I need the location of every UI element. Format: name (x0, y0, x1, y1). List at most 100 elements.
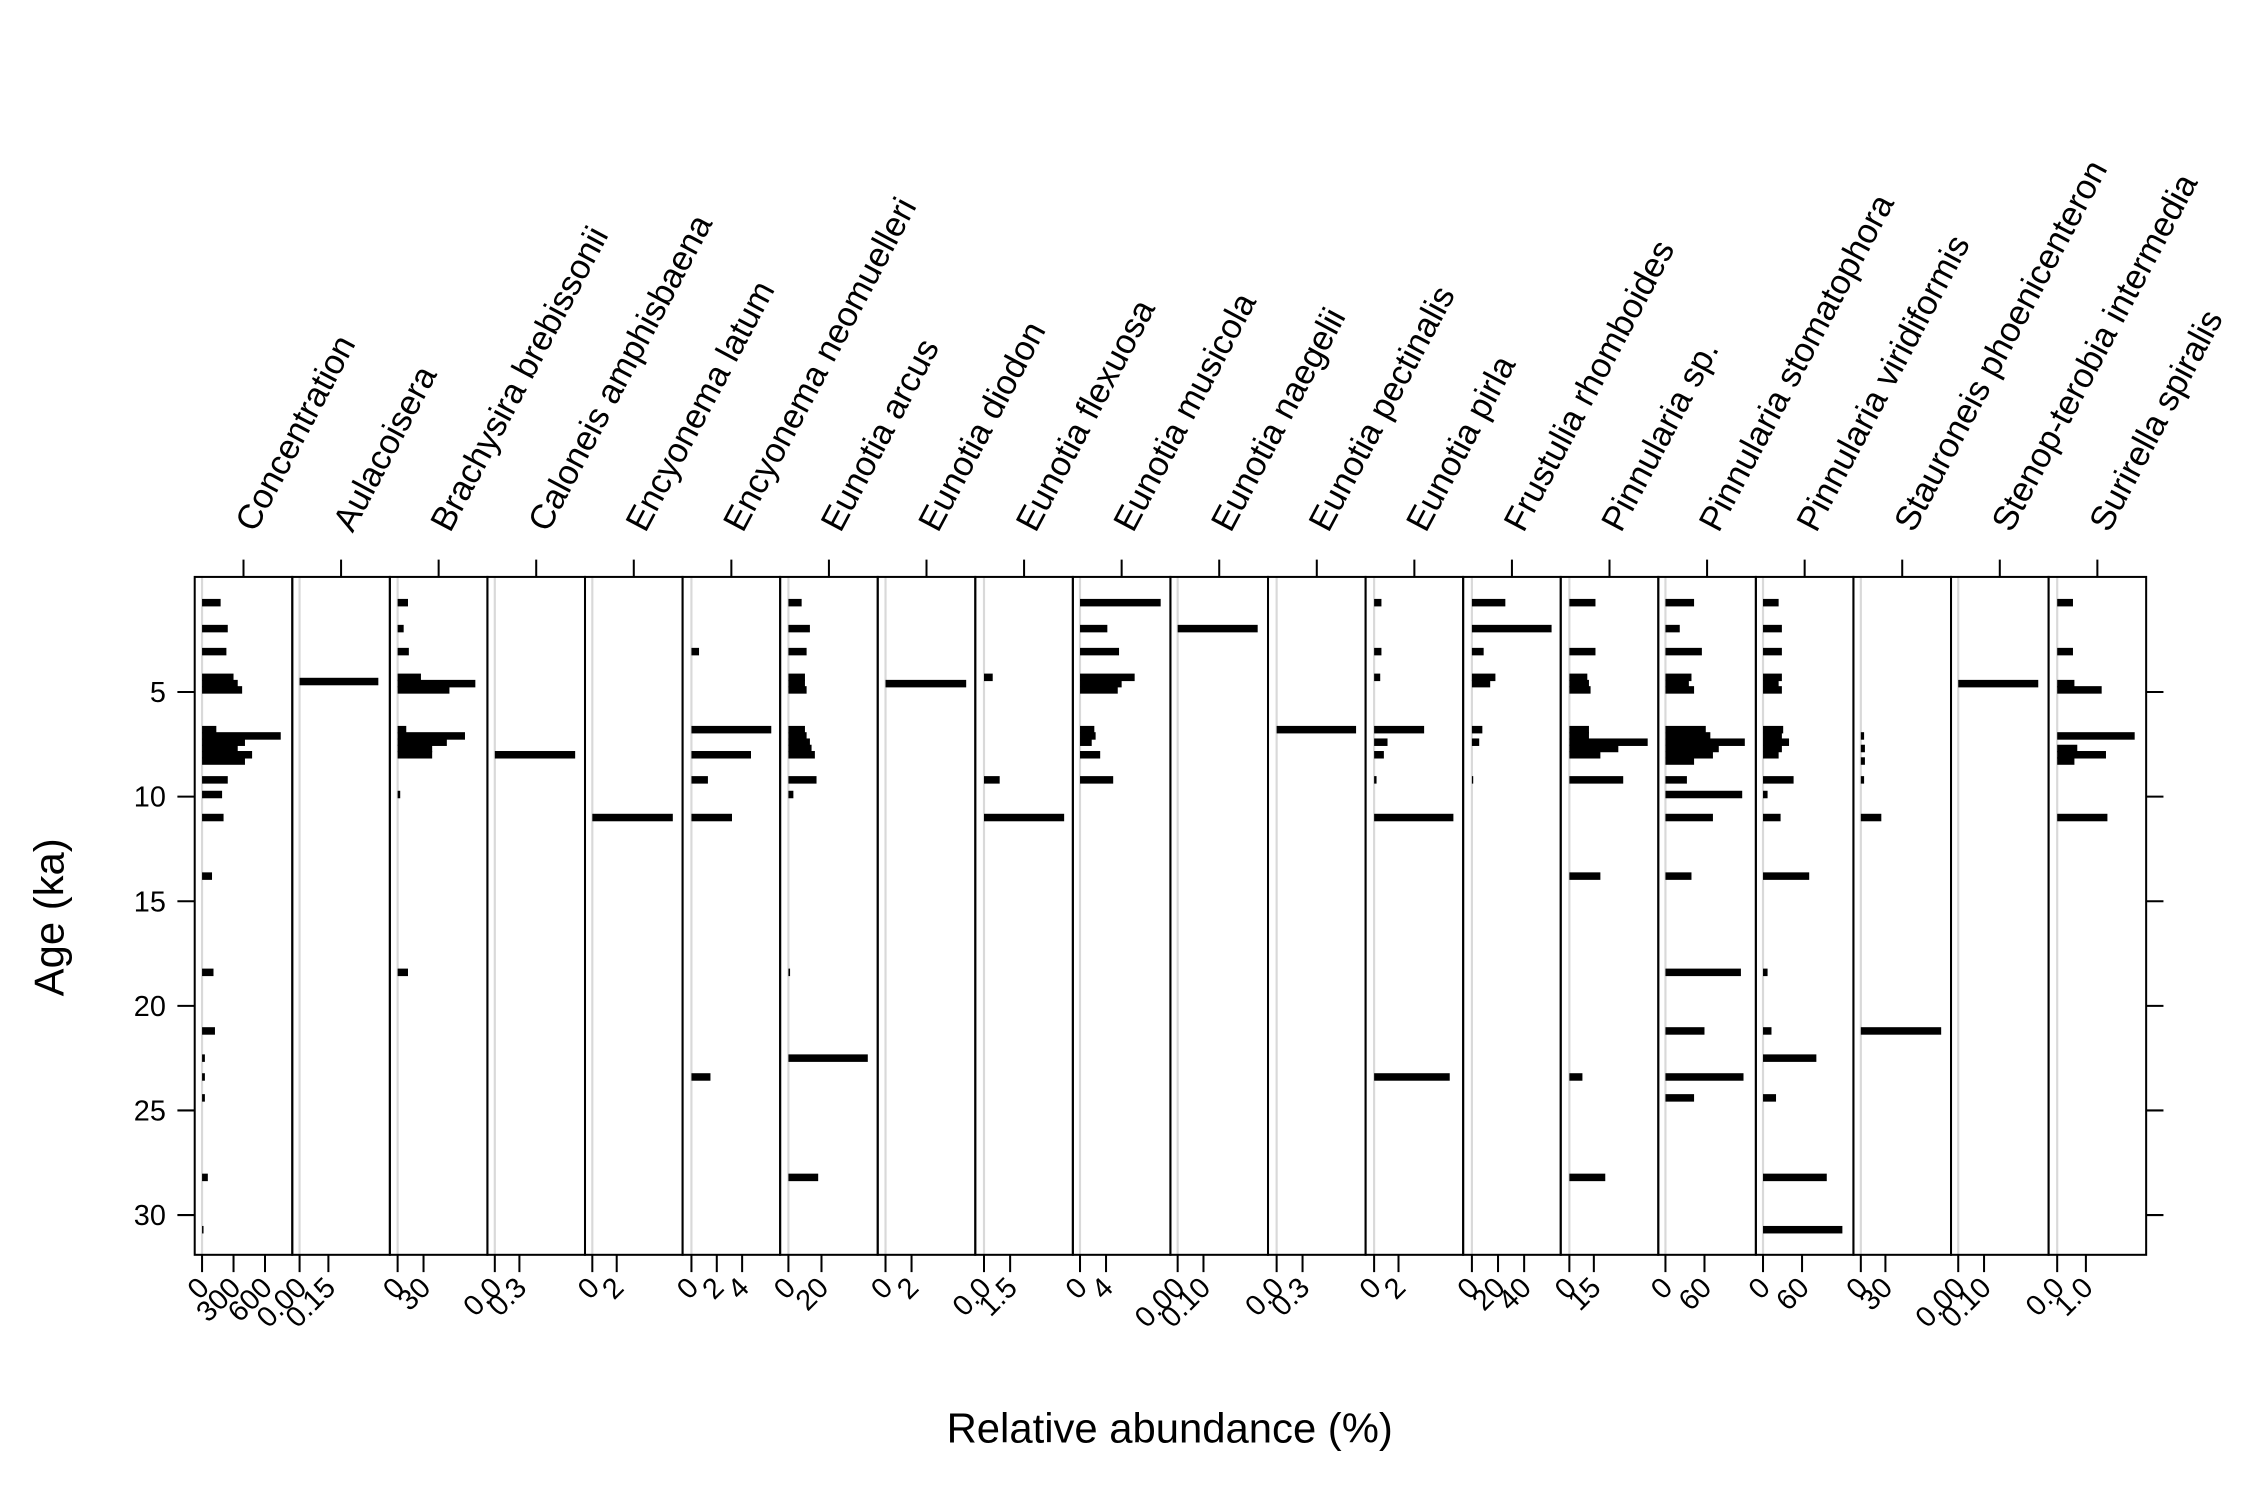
bar (202, 790, 223, 799)
bar (1569, 776, 1624, 784)
bar (1763, 1054, 1817, 1062)
bar (1569, 738, 1648, 746)
bar (1080, 673, 1135, 682)
y-tick-label: 30 (134, 1200, 166, 1232)
bar (691, 813, 732, 822)
bar (202, 673, 234, 682)
bar (1080, 686, 1118, 694)
bar (1763, 968, 1768, 977)
bar (1860, 1027, 1942, 1035)
bar (2057, 751, 2106, 759)
bar (299, 677, 379, 686)
bar (1763, 1173, 1827, 1182)
bar (1665, 1027, 1705, 1035)
bar (2057, 757, 2075, 765)
bar (1569, 679, 1589, 688)
bar (2057, 598, 2073, 607)
bar (397, 968, 408, 977)
y-axis-label: Age (ka) (25, 838, 72, 996)
bar (2057, 647, 2073, 656)
bar (1471, 776, 1474, 784)
bar (202, 1054, 205, 1062)
bar (1763, 813, 1781, 822)
bar (691, 751, 751, 759)
bar (1569, 686, 1591, 694)
bar (788, 647, 807, 656)
bar (1471, 624, 1552, 633)
bar (592, 813, 673, 822)
bar (1763, 598, 1779, 607)
bar (1080, 624, 1108, 633)
bar (1080, 776, 1114, 784)
bar (1569, 1173, 1606, 1182)
bar (1665, 813, 1713, 822)
bar (1471, 598, 1506, 607)
bar (788, 738, 810, 746)
y-tick-label: 20 (134, 991, 166, 1023)
bar (202, 598, 221, 607)
bar (1763, 725, 1784, 734)
bar (1080, 725, 1095, 734)
bar (1665, 751, 1713, 759)
bar (1665, 598, 1695, 607)
bar (1177, 624, 1258, 633)
bar (1374, 813, 1454, 822)
bar (1471, 738, 1480, 746)
bar (1665, 686, 1695, 694)
bar (1471, 725, 1483, 734)
bar (2057, 679, 2075, 688)
bar (1374, 776, 1377, 784)
bar (2057, 732, 2135, 740)
bar (397, 598, 408, 607)
bar (202, 679, 238, 688)
y-tick-label: 5 (150, 677, 166, 709)
bar (1860, 813, 1882, 822)
bar (1665, 872, 1692, 880)
bar (1763, 624, 1782, 633)
bar (788, 751, 815, 759)
bar (1080, 647, 1120, 656)
bar (202, 1073, 205, 1081)
bar (1665, 679, 1689, 688)
bar (202, 776, 228, 784)
panel-frame (2047, 575, 2148, 1256)
y-tick-label: 15 (134, 886, 166, 918)
bar (1763, 1094, 1777, 1102)
x-axis-label: Relative abundance (%) (947, 1404, 1393, 1451)
bar (1569, 872, 1601, 880)
bar (788, 686, 807, 694)
bar (984, 776, 1000, 784)
bar (202, 1173, 208, 1182)
bar (788, 732, 807, 740)
bar (1569, 673, 1588, 682)
bar (1569, 647, 1596, 656)
bar (202, 624, 228, 633)
bar (202, 744, 238, 753)
bar (1860, 776, 1865, 784)
bar (1374, 647, 1382, 656)
bar (788, 598, 802, 607)
bar (1080, 738, 1092, 746)
bar (397, 647, 409, 656)
bar (1763, 744, 1782, 753)
bar (202, 1094, 205, 1102)
bar (397, 751, 433, 759)
bar (1763, 751, 1779, 759)
bar (397, 686, 450, 694)
bar (788, 1054, 868, 1062)
bar (1860, 757, 1865, 765)
bar (788, 1173, 819, 1182)
bar (1471, 673, 1496, 682)
bar (1665, 673, 1692, 682)
bar (202, 738, 245, 746)
bar (691, 647, 700, 656)
bar (1665, 624, 1680, 633)
bar (1763, 872, 1810, 880)
bar (1665, 776, 1687, 784)
bar (202, 757, 245, 765)
y-tick-label: 10 (134, 782, 166, 814)
bar (1763, 647, 1782, 656)
bar (1080, 732, 1096, 740)
